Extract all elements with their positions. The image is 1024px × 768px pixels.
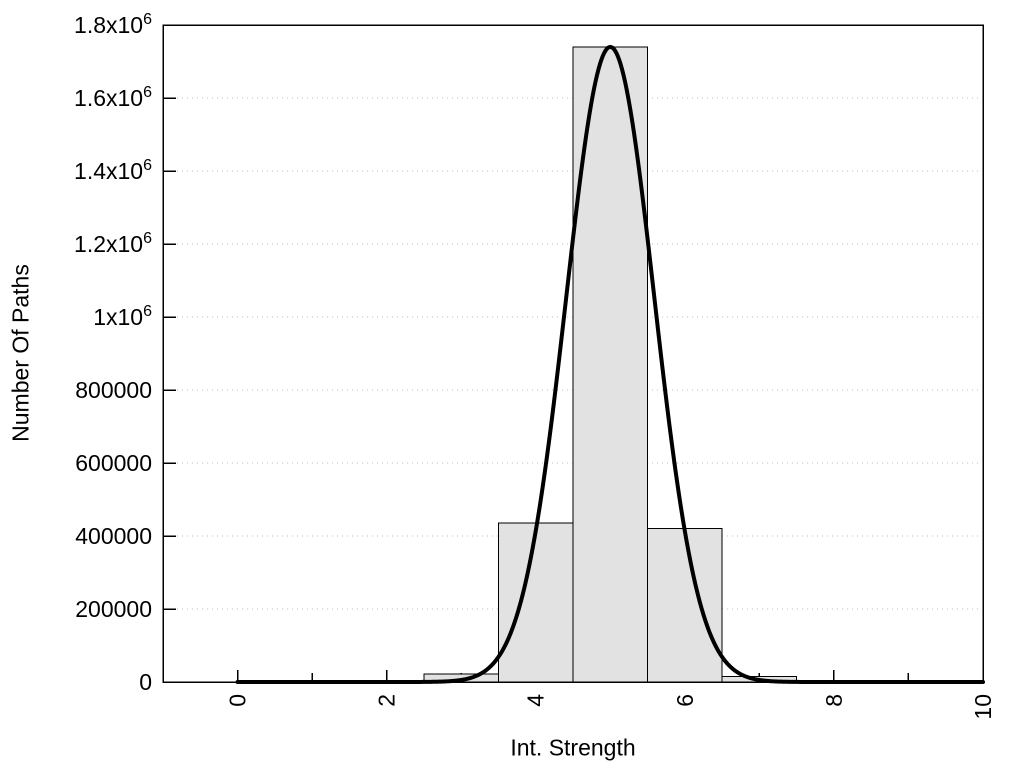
y-tick-label: 0 xyxy=(139,669,152,695)
x-tick-label: 8 xyxy=(821,694,847,707)
y-axis-title: Number Of Paths xyxy=(7,264,34,442)
y-tick-label: 600000 xyxy=(75,450,152,476)
y-tick-label: 1x106 xyxy=(93,303,152,330)
x-tick-label: 6 xyxy=(672,694,698,707)
y-tick-label: 1.2x106 xyxy=(74,230,152,257)
y-tick-label: 1.8x106 xyxy=(74,11,152,38)
x-tick-label: 4 xyxy=(523,694,549,707)
fit-curve xyxy=(235,44,985,684)
histogram-bar xyxy=(647,528,723,683)
x-tick-label: 0 xyxy=(225,694,251,707)
y-tick-label: 400000 xyxy=(75,523,152,549)
x-tick-label: 10 xyxy=(970,694,996,720)
y-tick-label: 1.4x106 xyxy=(74,157,152,184)
plot-border xyxy=(162,24,984,683)
x-tick-label: 2 xyxy=(374,694,400,707)
y-tick-label: 1.6x106 xyxy=(74,84,152,111)
y-tick-label: 200000 xyxy=(75,596,152,622)
y-tick-label: 800000 xyxy=(75,377,152,403)
x-axis-title: Int. Strength xyxy=(510,734,636,761)
histogram-bar xyxy=(497,522,574,683)
